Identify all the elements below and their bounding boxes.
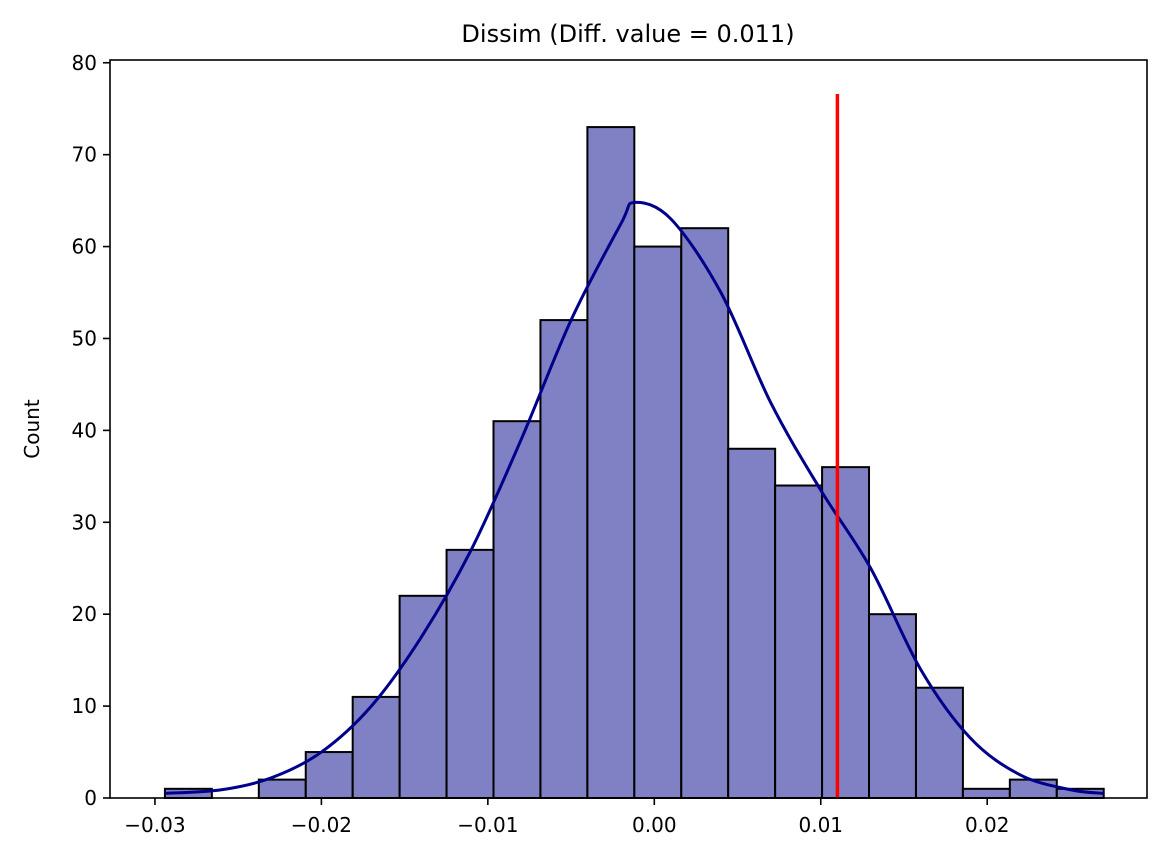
histogram-bar [257, 778, 307, 800]
y-tick-label: 0 [84, 786, 97, 810]
x-tick-label: −0.01 [457, 813, 518, 837]
histogram-bar [398, 594, 448, 800]
histogram-bar [868, 613, 917, 799]
x-tick-label: −0.02 [291, 813, 352, 837]
histogram-bar [821, 466, 871, 799]
histogram-bar [539, 319, 589, 799]
y-axis-label: Count [20, 399, 44, 459]
histogram-bar [680, 227, 730, 799]
y-tick-label: 30 [72, 510, 97, 534]
histogram-bar [727, 447, 777, 799]
chart-title: Dissim (Diff. value = 0.011) [461, 20, 794, 48]
histogram-bar [586, 126, 636, 800]
histogram-bar [492, 420, 542, 799]
kde-layer [164, 200, 1104, 795]
y-tick-label: 50 [72, 326, 97, 350]
histogram-bar [914, 686, 964, 799]
histogram-bar [961, 787, 1011, 799]
y-tick-label: 20 [72, 602, 97, 626]
x-tick-label: −0.03 [124, 813, 185, 837]
histogram-bar [774, 484, 824, 799]
y-tick-label: 70 [72, 143, 97, 167]
x-tick-label: 0.02 [965, 813, 1010, 837]
axes-layer: −0.03 −0.02 −0.01 0.00 0.01 0.02 0 10 20 30 40 50 60… [72, 51, 1148, 837]
kde-curve [164, 200, 1104, 795]
histogram-bar [445, 548, 495, 799]
histogram-bar [1008, 778, 1058, 800]
y-tick-label: 60 [72, 235, 97, 259]
histogram-bar [633, 245, 683, 799]
x-tick-label: 0.00 [632, 813, 677, 837]
bars-layer [163, 126, 1105, 800]
plot-frame [109, 59, 1148, 799]
y-tick-label: 80 [72, 51, 97, 75]
y-tick-label: 10 [72, 694, 97, 718]
histogram-bar [351, 695, 401, 800]
y-tick-label: 40 [72, 418, 97, 442]
x-tick-label: 0.01 [798, 813, 843, 837]
